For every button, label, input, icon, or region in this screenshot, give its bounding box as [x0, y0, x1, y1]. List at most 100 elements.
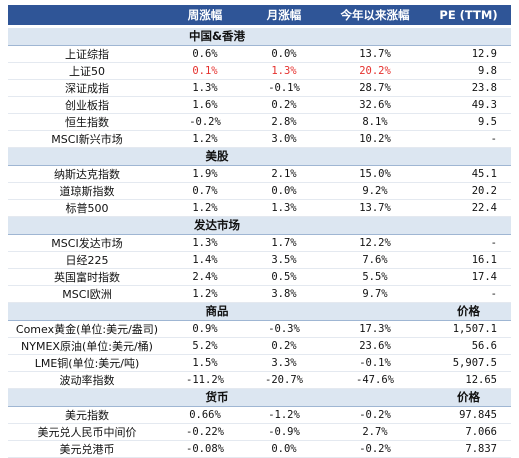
table-row: Comex黄金(单位:美元/盎司) 0.9% -0.3% 17.3% 1,507.1	[8, 320, 511, 338]
table-row: 日经225 1.4% 3.5% 7.6% 16.1	[8, 251, 511, 269]
weekly-change-cell: 0.7%	[166, 182, 244, 200]
monthly-change-cell: 0.0%	[244, 440, 324, 458]
index-name-cell: 道琼斯指数	[8, 182, 166, 200]
pe-price-cell: 7.837	[426, 440, 511, 458]
ytd-change-cell: 9.7%	[324, 285, 426, 303]
monthly-change-cell: -1.2%	[244, 406, 324, 424]
section-price-label	[426, 216, 511, 235]
section-header-row: 货币 价格	[8, 388, 511, 407]
weekly-change-cell: -11.2%	[166, 371, 244, 389]
monthly-change-cell: -0.1%	[244, 79, 324, 97]
weekly-change-cell: 5.2%	[166, 337, 244, 355]
pe-price-cell: 1,507.1	[426, 320, 511, 338]
pe-price-cell: 7.066	[426, 423, 511, 441]
weekly-change-cell: 1.4%	[166, 251, 244, 269]
pe-price-cell: 12.65	[426, 371, 511, 389]
table-row: LME铜(单位:美元/吨) 1.5% 3.3% -0.1% 5,907.5	[8, 354, 511, 372]
table-row: 道琼斯指数 0.7% 0.0% 9.2% 20.2	[8, 182, 511, 200]
table-header: 周涨幅 月涨幅 今年以来涨幅 PE (TTM)	[8, 5, 511, 28]
monthly-change-cell: 0.0%	[244, 182, 324, 200]
ytd-change-cell: 23.6%	[324, 337, 426, 355]
weekly-change-cell: -0.22%	[166, 423, 244, 441]
monthly-change-cell: 1.3%	[244, 199, 324, 217]
index-name-cell: 上证50	[8, 62, 166, 80]
index-name-cell: MSCI发达市场	[8, 234, 166, 252]
section-header-row: 发达市场	[8, 216, 511, 235]
table-row: 美元指数 0.66% -1.2% -0.2% 97.845	[8, 406, 511, 424]
ytd-change-cell: 2.7%	[324, 423, 426, 441]
monthly-change-cell: 0.5%	[244, 268, 324, 286]
ytd-change-cell: -47.6%	[324, 371, 426, 389]
section-header-row: 中国&香港	[8, 26, 511, 46]
pe-price-cell: 9.5	[426, 113, 511, 131]
table-row: 深证成指 1.3% -0.1% 28.7% 23.8	[8, 79, 511, 97]
weekly-change-cell: 0.6%	[166, 45, 244, 63]
table-row: 恒生指数 -0.2% 2.8% 8.1% 9.5	[8, 113, 511, 131]
weekly-change-cell: -0.2%	[166, 113, 244, 131]
ytd-change-cell: 13.7%	[324, 199, 426, 217]
pe-price-cell: 56.6	[426, 337, 511, 355]
index-name-cell: 美元兑人民币中间价	[8, 423, 166, 441]
ytd-change-cell: 32.6%	[324, 96, 426, 114]
pe-price-cell: -	[426, 285, 511, 303]
section-header-row: 商品 价格	[8, 302, 511, 321]
pe-price-cell: 23.8	[426, 79, 511, 97]
index-name-cell: 创业板指	[8, 96, 166, 114]
monthly-change-cell: 2.1%	[244, 165, 324, 183]
monthly-change-cell: 2.8%	[244, 113, 324, 131]
index-name-cell: 上证综指	[8, 45, 166, 63]
monthly-change-cell: 3.8%	[244, 285, 324, 303]
pe-price-cell: 45.1	[426, 165, 511, 183]
pe-price-cell: 49.3	[426, 96, 511, 114]
table-row: 英国富时指数 2.4% 0.5% 5.5% 17.4	[8, 268, 511, 286]
table-body: 中国&香港 上证综指 0.6% 0.0% 13.7% 12.9 上证50 0.1% 1.3% 20…	[8, 26, 511, 458]
table-row: 美元兑人民币中间价 -0.22% -0.9% 2.7% 7.066	[8, 423, 511, 441]
weekly-change-cell: 1.6%	[166, 96, 244, 114]
section-price-label: 价格	[426, 388, 511, 407]
pe-price-cell: 22.4	[426, 199, 511, 217]
section-title: 中国&香港	[8, 26, 426, 46]
weekly-change-cell: 1.9%	[166, 165, 244, 183]
index-name-cell: 纳斯达克指数	[8, 165, 166, 183]
ytd-change-cell: 13.7%	[324, 45, 426, 63]
ytd-change-cell: 17.3%	[324, 320, 426, 338]
table-row: MSCI发达市场 1.3% 1.7% 12.2% -	[8, 234, 511, 252]
weekly-change-cell: 0.9%	[166, 320, 244, 338]
ytd-change-cell: 12.2%	[324, 234, 426, 252]
index-name-cell: 标普500	[8, 199, 166, 217]
table-row: NYMEX原油(单位:美元/桶) 5.2% 0.2% 23.6% 56.6	[8, 337, 511, 355]
section-title: 美股	[8, 147, 426, 166]
monthly-change-cell: 3.0%	[244, 130, 324, 148]
index-name-cell: NYMEX原油(单位:美元/桶)	[8, 337, 166, 355]
header-ytd-change: 今年以来涨幅	[324, 5, 426, 28]
header-pe-ttm: PE (TTM)	[426, 5, 511, 28]
table-row: 美元兑港币 -0.08% 0.0% -0.2% 7.837	[8, 440, 511, 458]
table-row: 波动率指数 -11.2% -20.7% -47.6% 12.65	[8, 371, 511, 389]
section-price-label	[426, 26, 511, 46]
section-title: 商品	[8, 302, 426, 321]
weekly-change-cell: 1.3%	[166, 79, 244, 97]
index-name-cell: Comex黄金(单位:美元/盎司)	[8, 320, 166, 338]
index-name-cell: 深证成指	[8, 79, 166, 97]
index-name-cell: 恒生指数	[8, 113, 166, 131]
monthly-change-cell: 0.0%	[244, 45, 324, 63]
ytd-change-cell: -0.2%	[324, 440, 426, 458]
section-price-label	[426, 147, 511, 166]
index-name-cell: MSCI欧洲	[8, 285, 166, 303]
pe-price-cell: 12.9	[426, 45, 511, 63]
monthly-change-cell: -0.3%	[244, 320, 324, 338]
table-row: 纳斯达克指数 1.9% 2.1% 15.0% 45.1	[8, 165, 511, 183]
monthly-change-cell: -0.9%	[244, 423, 324, 441]
index-name-cell: MSCI新兴市场	[8, 130, 166, 148]
weekly-change-cell: 1.5%	[166, 354, 244, 372]
weekly-change-cell: 1.3%	[166, 234, 244, 252]
weekly-change-cell: 1.2%	[166, 199, 244, 217]
table-row: 标普500 1.2% 1.3% 13.7% 22.4	[8, 199, 511, 217]
weekly-change-cell: 0.1%	[166, 62, 244, 80]
ytd-change-cell: 8.1%	[324, 113, 426, 131]
section-title: 货币	[8, 388, 426, 407]
pe-price-cell: 17.4	[426, 268, 511, 286]
table-row: 上证综指 0.6% 0.0% 13.7% 12.9	[8, 45, 511, 63]
header-monthly-change: 月涨幅	[244, 5, 324, 28]
index-name-cell: 美元指数	[8, 406, 166, 424]
